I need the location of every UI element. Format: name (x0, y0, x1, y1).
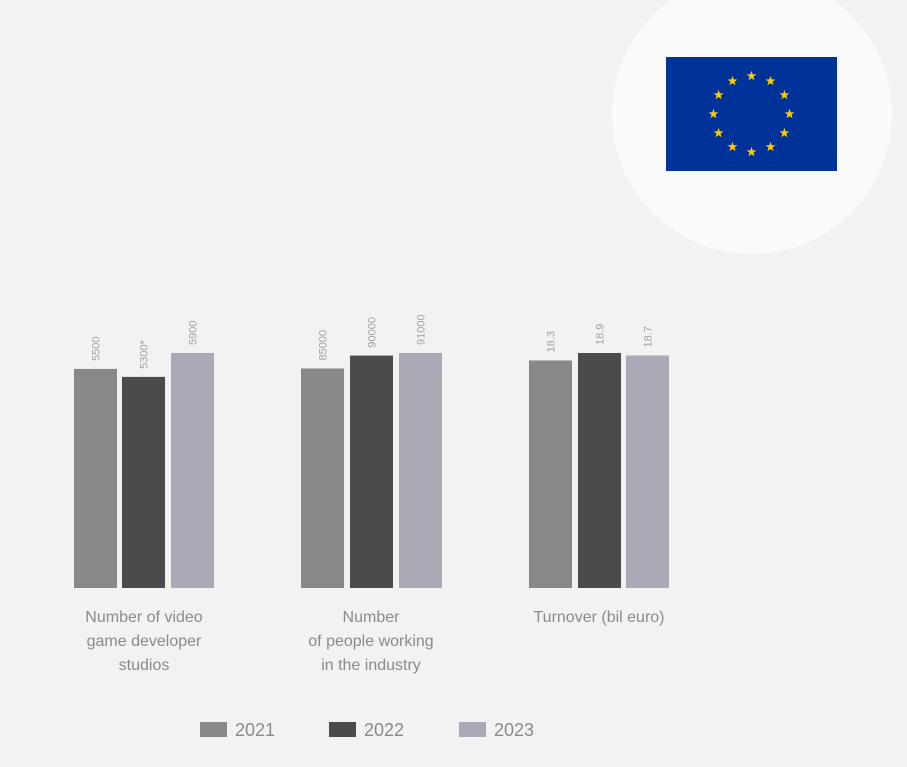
group-label-studios-line-2: game developer (86, 633, 202, 650)
flag-star-icon (746, 70, 757, 81)
bar-turnover-2022 (578, 353, 621, 588)
bar-value-turnover-2023: 18.7 (643, 326, 655, 347)
bar-people-2021 (301, 368, 344, 588)
bar-value-people-2021: 85000 (318, 330, 330, 361)
bar-turnover-2023 (626, 355, 669, 588)
legend-label-2021: 2021 (235, 720, 276, 740)
flag-star-icon (727, 75, 738, 86)
flag-star-icon (713, 89, 724, 100)
flag-star-icon (765, 141, 776, 152)
eu-flag-icon (666, 57, 837, 171)
group-label-people-line-3: in the industry (321, 657, 421, 674)
bar-value-studios-2023: 5900 (188, 321, 200, 345)
legend-swatch-2021 (200, 722, 227, 737)
flag-star-icon (708, 108, 719, 119)
bar-studios-2022 (122, 376, 165, 588)
legend-swatch-2023 (459, 722, 486, 737)
flag-star-icon (727, 141, 738, 152)
bar-studios-2023 (171, 353, 214, 588)
flag-star-icon (765, 75, 776, 86)
bar-value-turnover-2022: 18.9 (595, 324, 607, 345)
bar-value-people-2023: 91000 (416, 314, 428, 345)
group-label-turnover-line-1: Turnover (bil euro) (533, 609, 665, 626)
bar-studios-2021 (74, 368, 117, 588)
group-label-studios-line-3: studios (118, 657, 170, 674)
group-label-people-line-1: Number (342, 609, 400, 626)
legend-label-2022: 2022 (364, 720, 405, 740)
bar-turnover-2021 (529, 360, 572, 588)
bar-people-2022 (350, 355, 393, 588)
group-label-people: Number of people working in the industry (276, 606, 466, 678)
bar-value-people-2022: 90000 (367, 317, 379, 348)
bar-value-studios-2021: 5500 (91, 336, 103, 360)
bar-chart: 5500 5300* 5900 85000 90000 91000 18.3 18.9 18.7 (74, 314, 669, 588)
legend-label-2023: 2023 (494, 720, 535, 740)
bar-people-2023 (399, 353, 442, 588)
group-label-studios: Number of video game developer studios (49, 606, 239, 678)
group-label-studios-line-1: Number of video (85, 609, 203, 626)
flag-star-icon (746, 146, 757, 157)
flag-star-icon (784, 108, 795, 119)
flag-star-icon (779, 89, 790, 100)
flag-star-icon (713, 127, 724, 138)
group-label-people-line-2: of people working (308, 633, 434, 650)
flag-star-icon (779, 127, 790, 138)
bar-value-turnover-2021: 18.3 (546, 331, 558, 352)
bar-value-studios-2022: 5300* (139, 339, 151, 368)
group-label-turnover: Turnover (bil euro) (504, 606, 694, 630)
legend-swatch-2022 (329, 722, 356, 737)
